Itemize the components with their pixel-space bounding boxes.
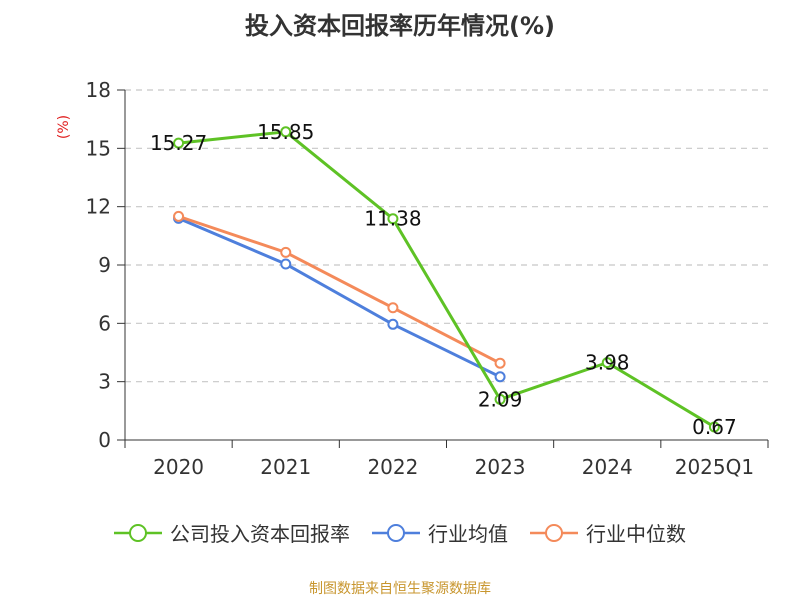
legend-label: 行业中位数 [586, 522, 686, 546]
data-label: 11.38 [364, 207, 421, 231]
data-label: 0.67 [692, 415, 737, 439]
data-point [173, 137, 185, 149]
series-line [177, 216, 501, 379]
data-point [280, 246, 292, 258]
y-tick-label: 6 [98, 311, 111, 335]
data-label: 3.98 [585, 351, 630, 375]
data-point [387, 318, 399, 330]
x-tick-label: 2020 [153, 455, 204, 479]
legend-marker-green [114, 523, 162, 542]
data-point [387, 302, 399, 314]
data-label: 15.85 [257, 120, 314, 144]
legend-label: 行业均值 [428, 522, 508, 546]
y-axis-unit-label: (%) [56, 115, 72, 139]
data-point [280, 126, 292, 138]
y-tick-label: 0 [98, 428, 111, 452]
y-tick-label: 9 [98, 253, 111, 277]
series-line [178, 214, 501, 365]
y-tick-label: 15 [86, 136, 111, 160]
data-point [494, 371, 506, 383]
legend-item-industry-median[interactable]: 行业中位数 [530, 518, 686, 547]
legend-marker-orange [530, 523, 578, 542]
y-tick-label: 12 [86, 195, 111, 219]
data-point [708, 421, 720, 433]
y-tick-label: 18 [86, 78, 111, 102]
grid-layer [125, 89, 768, 383]
data-label: 2.09 [478, 387, 523, 411]
legend-label: 公司投入资本回报率 [170, 522, 350, 546]
legend-marker-blue [372, 523, 420, 542]
legend-item-company-roic[interactable]: 公司投入资本回报率 [114, 518, 350, 547]
data-point [173, 210, 185, 222]
y-tick-label: 3 [98, 370, 111, 394]
data-point [494, 357, 506, 369]
x-tick-label: 2023 [475, 455, 526, 479]
x-tick-label: 2024 [582, 455, 633, 479]
series-line [178, 130, 716, 429]
legend: 公司投入资本回报率 行业均值 行业中位数 [0, 518, 800, 547]
series-layer [173, 126, 720, 433]
data-point [387, 213, 399, 225]
data-label-layer: 15.27 15.85 11.38 2.09 3.98 0.67 [150, 120, 737, 439]
source-note: 制图数据来自恒生聚源数据库 [309, 581, 491, 597]
data-point [601, 357, 613, 369]
data-point [494, 393, 506, 405]
data-label: 15.27 [150, 131, 207, 155]
axis-layer: 0 3 6 9 12 15 18 2020 2021 2022 2023 2024 2025Q1 [86, 78, 769, 479]
chart-title: 投入资本回报率历年情况(%) [245, 12, 555, 40]
x-tick-label: 2022 [367, 455, 418, 479]
x-tick-label: 2021 [260, 455, 311, 479]
legend-item-industry-mean[interactable]: 行业均值 [372, 518, 508, 547]
data-point [280, 258, 292, 270]
x-tick-label: 2025Q1 [675, 455, 754, 479]
